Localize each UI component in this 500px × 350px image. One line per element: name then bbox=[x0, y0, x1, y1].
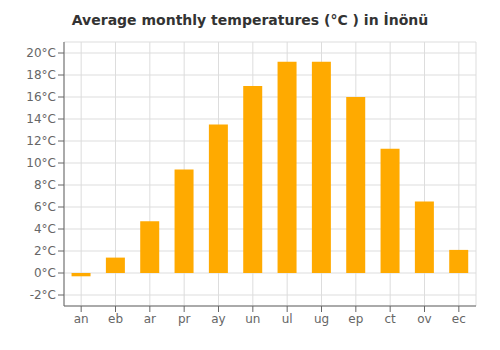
svg-text:eb: eb bbox=[108, 312, 123, 326]
svg-text:2°C: 2°C bbox=[34, 244, 56, 258]
svg-text:12°C: 12°C bbox=[26, 134, 56, 148]
svg-text:6°C: 6°C bbox=[34, 200, 56, 214]
svg-text:0°C: 0°C bbox=[34, 266, 56, 280]
svg-text:ec: ec bbox=[452, 312, 466, 326]
svg-text:pr: pr bbox=[178, 312, 191, 326]
svg-text:14°C: 14°C bbox=[26, 112, 56, 126]
svg-text:ar: ar bbox=[144, 312, 156, 326]
svg-text:ug: ug bbox=[314, 312, 329, 326]
svg-text:4°C: 4°C bbox=[34, 222, 56, 236]
svg-text:un: un bbox=[245, 312, 260, 326]
svg-text:8°C: 8°C bbox=[34, 178, 56, 192]
svg-text:16°C: 16°C bbox=[26, 90, 56, 104]
svg-text:ep: ep bbox=[348, 312, 363, 326]
html-text:Average monthly temperatures (: Average monthly temperatures (°C ) in İn… bbox=[71, 12, 429, 28]
svg-text:18°C: 18°C bbox=[26, 68, 56, 82]
svg-text:an: an bbox=[74, 312, 89, 326]
svg-text:ul: ul bbox=[282, 312, 293, 326]
svg-text:10°C: 10°C bbox=[26, 156, 56, 170]
svg-text:ct: ct bbox=[385, 312, 397, 326]
svg-text:ay: ay bbox=[211, 312, 225, 326]
svg-text:ov: ov bbox=[417, 312, 431, 326]
svg-text:-2°C: -2°C bbox=[30, 288, 56, 302]
svg-text:20°C: 20°C bbox=[26, 46, 56, 60]
